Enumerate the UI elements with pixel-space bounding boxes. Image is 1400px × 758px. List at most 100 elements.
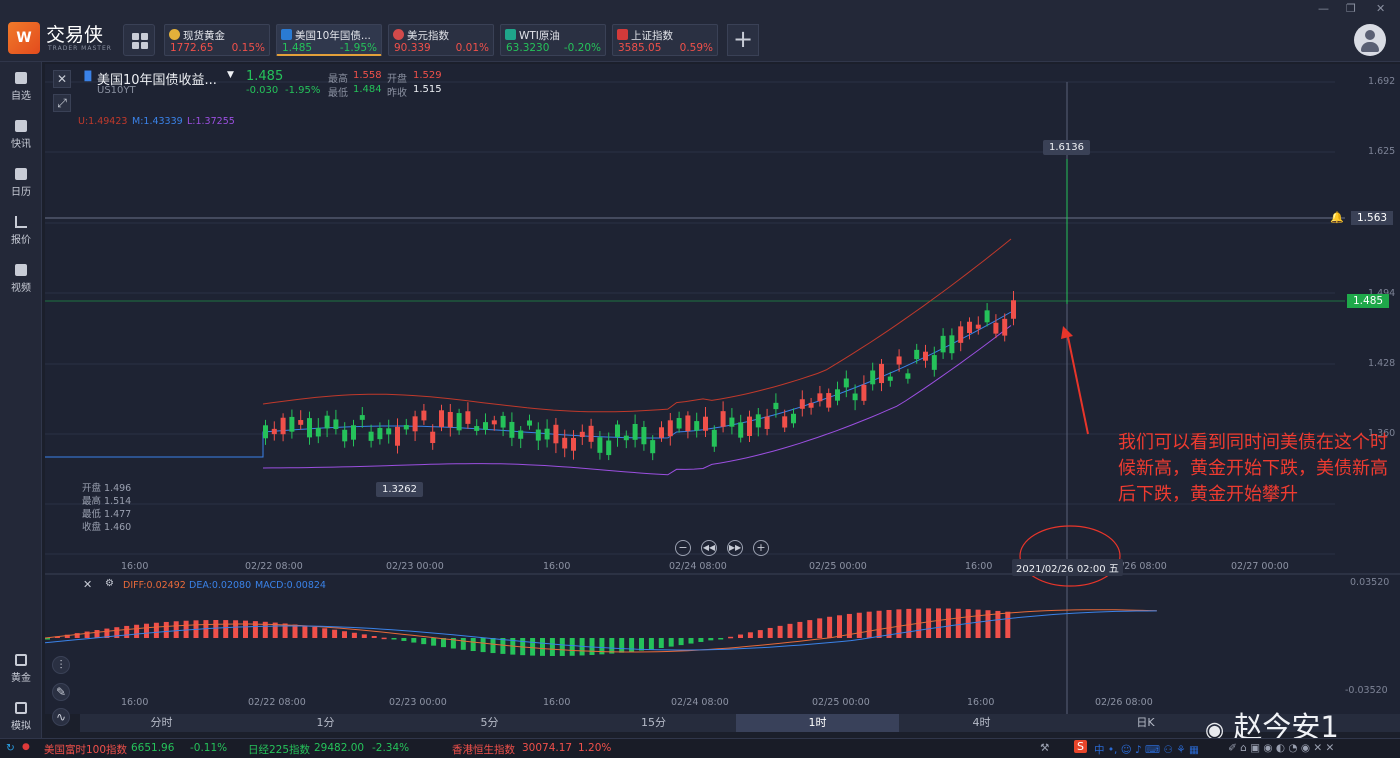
macd-bar bbox=[450, 638, 456, 649]
timeframe-tab[interactable]: 15分 bbox=[641, 716, 666, 729]
macd-bar bbox=[718, 638, 724, 640]
candle-body bbox=[518, 430, 524, 439]
close-macd-icon[interactable]: ✕ bbox=[83, 578, 93, 591]
close-icon[interactable]: ✕ bbox=[1376, 2, 1386, 15]
nav-item-news[interactable]: 快讯 bbox=[0, 120, 42, 150]
time-tick: 02/25 00:00 bbox=[809, 561, 867, 572]
timeframe-tab[interactable]: 5分 bbox=[480, 716, 499, 729]
timeframe-tab[interactable]: 分时 bbox=[150, 716, 173, 729]
candle-body bbox=[923, 351, 928, 361]
timeframe-tab[interactable]: 日K bbox=[1136, 716, 1155, 729]
restore-icon[interactable]: ❐ bbox=[1346, 2, 1356, 15]
scroll-right-icon[interactable]: ▶▶ bbox=[727, 540, 743, 556]
zoom-out-icon[interactable]: − bbox=[675, 540, 691, 556]
macd-bar bbox=[837, 615, 842, 638]
candle-body bbox=[667, 420, 673, 437]
annotation-arrow bbox=[1066, 331, 1089, 435]
boll-mid-line bbox=[45, 311, 1012, 458]
taskbar-icons[interactable]: ✐ ⌂ ▣ ◉ ◐ ◔ ◉ ✕ ✕ bbox=[1228, 742, 1335, 754]
candle-body bbox=[439, 410, 444, 427]
macd-diff-line bbox=[45, 609, 1157, 653]
macd-bar bbox=[262, 621, 268, 638]
high-marker-label: 1.6136 bbox=[1043, 140, 1090, 155]
timeframe-bar: 分时 1分 5分 15分 1时 4时 日K bbox=[80, 714, 1400, 732]
time-tick: 02/26 08:00 bbox=[1095, 697, 1153, 708]
nav-item-gold[interactable]: 黄金 bbox=[0, 654, 42, 684]
macd-bar bbox=[985, 610, 991, 638]
avatar[interactable] bbox=[1354, 24, 1386, 56]
add-ticker-button[interactable]: + bbox=[727, 24, 759, 56]
ime-icon[interactable]: S bbox=[1074, 740, 1087, 753]
candle-body bbox=[694, 421, 700, 431]
candle-body bbox=[377, 427, 383, 440]
zoom-in-icon[interactable]: + bbox=[753, 540, 769, 556]
bar-chart-icon: ▐▌ bbox=[81, 72, 95, 82]
candlestick-chart[interactable] bbox=[45, 64, 1400, 714]
candle-body bbox=[430, 431, 436, 444]
boll-lower-label: L:1.37255 bbox=[187, 116, 235, 127]
candle-body bbox=[280, 417, 286, 435]
candle-body bbox=[368, 431, 374, 441]
ticker-shanghai[interactable]: 上证指数 3585.05 0.59% bbox=[612, 24, 718, 56]
timeframe-tab-active[interactable]: 1时 bbox=[736, 714, 899, 732]
macd-bar bbox=[936, 608, 941, 638]
minimize-icon[interactable]: — bbox=[1318, 2, 1329, 15]
layout-grid-button[interactable] bbox=[123, 24, 155, 56]
macd-bar bbox=[114, 627, 120, 638]
prev-close-value: 1.515 bbox=[413, 84, 442, 95]
candle-body bbox=[544, 428, 550, 440]
ticker-dollar-index[interactable]: 美元指数 90.339 0.01% bbox=[388, 24, 494, 56]
macd-bar bbox=[530, 638, 536, 656]
candle-body bbox=[324, 415, 330, 429]
ticker-gold[interactable]: 现货黄金 1772.65 0.15% bbox=[164, 24, 270, 56]
macd-bar bbox=[955, 608, 961, 638]
alarm-bell-icon[interactable]: 🔔 bbox=[1330, 211, 1344, 224]
time-tick: 16:00 bbox=[543, 697, 571, 708]
macd-bar bbox=[549, 638, 555, 656]
candle-body bbox=[395, 426, 400, 446]
nav-item-simulate[interactable]: 模拟 bbox=[0, 702, 42, 732]
candle-body bbox=[403, 425, 409, 430]
candle-body bbox=[747, 416, 752, 436]
nav-item-video[interactable]: 视频 bbox=[0, 264, 42, 294]
macd-bar bbox=[738, 634, 743, 638]
tools-icon[interactable]: ⚒ bbox=[1040, 742, 1050, 754]
scroll-left-icon[interactable]: ◀◀ bbox=[701, 540, 717, 556]
line-tool-icon[interactable]: ∿ bbox=[52, 708, 70, 726]
settings-icon[interactable]: ⚙ bbox=[105, 578, 114, 589]
refresh-icon[interactable]: ↻ bbox=[6, 742, 15, 754]
nav-item-calendar[interactable]: 日历 bbox=[0, 168, 42, 198]
indicator-icon[interactable]: ⫶ bbox=[52, 656, 70, 674]
candle-body bbox=[333, 419, 339, 430]
ticker-wti[interactable]: WTI原油 63.3230 -0.20% bbox=[500, 24, 606, 56]
chevron-down-icon[interactable]: ▼ bbox=[227, 70, 234, 80]
macd-bar bbox=[173, 621, 179, 638]
macd-bar bbox=[312, 626, 318, 638]
wallet-icon bbox=[15, 702, 27, 714]
annotation-text: 我们可以看到同时间美债在这个时候新高，黄金开始下跌，美债新高后下跌，黄金开始攀升 bbox=[1118, 432, 1388, 505]
time-tick: 02/26 08:00 bbox=[1109, 561, 1167, 572]
candle-body bbox=[685, 415, 691, 432]
macd-bar bbox=[639, 638, 644, 651]
macd-bar bbox=[470, 638, 476, 652]
nav-item-watchlist[interactable]: 自选 bbox=[0, 72, 42, 102]
boll-mid-label: M:1.43339 bbox=[132, 116, 183, 127]
ime-toolbar-icon[interactable]: 中 •, ☺ ♪ ⌨ ⚇ ⚘ ▦ bbox=[1094, 744, 1199, 756]
timeframe-tab[interactable]: 1分 bbox=[316, 716, 335, 729]
nav-item-quote[interactable]: 报价 bbox=[0, 216, 42, 246]
candle-body bbox=[835, 389, 840, 401]
time-tick: 02/22 08:00 bbox=[248, 697, 306, 708]
ticker-us10y[interactable]: 美国10年国债... 1.485 -1.95% bbox=[276, 24, 382, 56]
close-chart-button[interactable]: ✕ bbox=[53, 70, 71, 88]
macd-bar bbox=[995, 610, 1001, 638]
chart-area[interactable]: ✕ ⤢ ▐▌ 美国10年国债收益... ▼ US10YT 1.485 -0.03… bbox=[45, 64, 1400, 714]
pen-icon[interactable]: ✎ bbox=[52, 683, 70, 701]
timeframe-tab[interactable]: 4时 bbox=[972, 716, 991, 729]
draw-tool-button[interactable]: ⤢ bbox=[53, 94, 71, 112]
macd-bar bbox=[54, 636, 60, 638]
price-tick: 1.692 bbox=[1368, 76, 1396, 87]
instrument-title[interactable]: 美国10年国债收益... bbox=[97, 73, 217, 88]
left-nav: 自选 快讯 日历 报价 视频 黄金 模拟 bbox=[0, 62, 42, 738]
candle-body bbox=[263, 425, 268, 439]
candle-body bbox=[852, 393, 858, 401]
